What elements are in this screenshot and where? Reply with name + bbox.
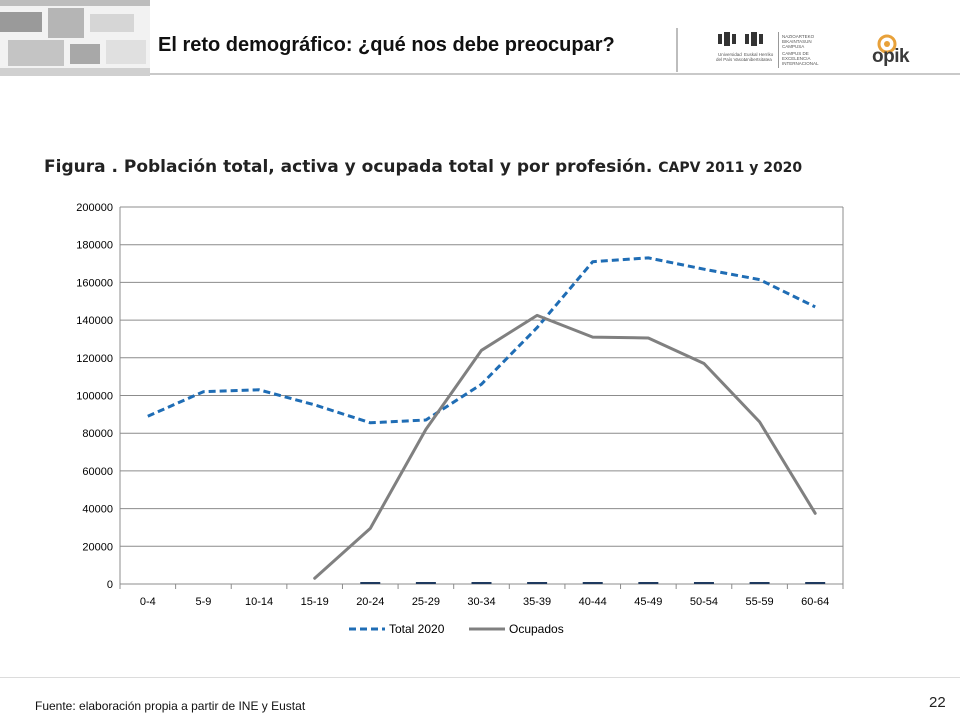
y-tick-label: 20000 bbox=[82, 541, 113, 553]
campus-line-4: CAMPUS DE bbox=[782, 51, 809, 56]
x-tick-label: 60-64 bbox=[801, 596, 829, 608]
y-tick-label: 140000 bbox=[76, 315, 113, 327]
campus-line-3: CAMPUSA bbox=[782, 44, 805, 49]
legend-label-total-2020: Total 2020 bbox=[389, 622, 445, 636]
x-tick-label: 0-4 bbox=[140, 596, 156, 608]
upv-name-eu-1: Euskal Herriko bbox=[744, 52, 774, 57]
y-tick-label: 160000 bbox=[76, 277, 113, 289]
figure-title-main: Figura . Población total, activa y ocupa… bbox=[44, 157, 653, 177]
slide-title: El reto demográfico: ¿qué nos debe preoc… bbox=[158, 34, 615, 56]
y-tick-label: 80000 bbox=[82, 428, 113, 440]
campus-line-5: EXCELENCIA bbox=[782, 56, 811, 61]
line-chart: 0 20000 40000 60000 80000 100000 120000 140000 1… bbox=[76, 202, 844, 636]
y-tick-label: 200000 bbox=[76, 202, 113, 214]
opik-wordmark: opik bbox=[872, 46, 910, 67]
header-decoration bbox=[0, 0, 150, 76]
x-tick-label: 10-14 bbox=[245, 596, 273, 608]
campus-line-6: INTERNACIONAL bbox=[782, 61, 819, 66]
figure-title-sub: CAPV 2011 y 2020 bbox=[658, 160, 803, 176]
opik-logo-icon bbox=[877, 34, 897, 54]
series-line-ocupados bbox=[313, 313, 817, 580]
series-line-total-2020 bbox=[147, 256, 816, 425]
x-tick-label: 20-24 bbox=[356, 596, 384, 608]
x-tick-label: 15-19 bbox=[301, 596, 329, 608]
source-note: Fuente: elaboración propia a partir de I… bbox=[35, 699, 306, 713]
footer-rule bbox=[0, 677, 960, 678]
legend-label-ocupados: Ocupados bbox=[509, 622, 564, 636]
y-tick-label: 120000 bbox=[76, 353, 113, 365]
x-tick-label: 50-54 bbox=[690, 596, 718, 608]
campus-line-2: BIKAINTASUN bbox=[782, 39, 812, 44]
x-tick-label: 25-29 bbox=[412, 596, 440, 608]
y-tick-label: 40000 bbox=[82, 504, 113, 516]
header-separator bbox=[676, 28, 678, 72]
figure-title: Figura . Población total, activa y ocupa… bbox=[44, 157, 802, 177]
x-tick-label: 30-34 bbox=[467, 596, 495, 608]
x-tick-label: 55-59 bbox=[746, 596, 774, 608]
y-tick-label: 0 bbox=[107, 579, 113, 591]
page-number: 22 bbox=[929, 694, 946, 711]
slide-header: El reto demográfico: ¿qué nos debe preoc… bbox=[0, 0, 960, 76]
campus-line-1: NAZIOARTEKO bbox=[782, 34, 815, 39]
x-tick-label: 45-49 bbox=[634, 596, 662, 608]
upv-name-es-2: del País Vasco bbox=[716, 57, 746, 62]
upv-logo-icon bbox=[718, 32, 779, 68]
header-rule bbox=[150, 73, 960, 75]
y-tick-label: 60000 bbox=[82, 466, 113, 478]
x-tick-label: 40-44 bbox=[579, 596, 607, 608]
x-tick-label: 35-39 bbox=[523, 596, 551, 608]
x-tick-label: 5-9 bbox=[195, 596, 211, 608]
upv-name-es-1: Universidad bbox=[718, 52, 742, 57]
y-tick-label: 100000 bbox=[76, 391, 113, 403]
upv-name-eu-2: Unibertsitatea bbox=[744, 57, 772, 62]
y-tick-label: 180000 bbox=[76, 240, 113, 252]
